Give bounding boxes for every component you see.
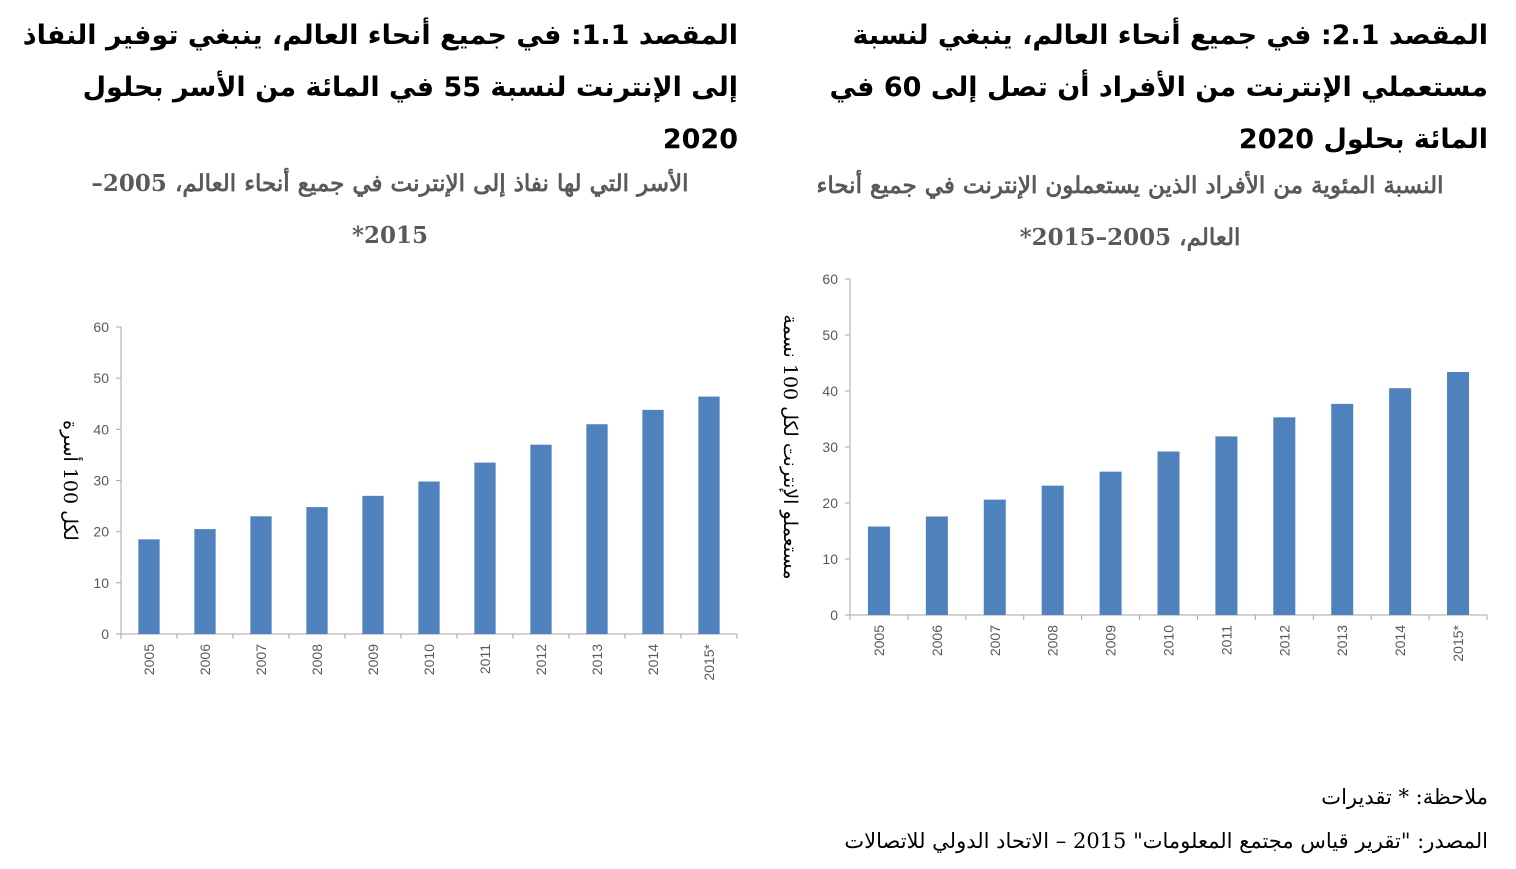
bar-2006 <box>194 529 216 634</box>
target-heading-1-1: المقصد 1.1: في جميع أنحاء العالم، ينبغي … <box>22 20 738 155</box>
bar-2013 <box>1331 403 1354 615</box>
x-tick-label: 2008 <box>1045 625 1061 656</box>
x-tick-label: 2005 <box>871 625 887 656</box>
y-axis-title: مستعملو الإنترنت لكل 100 نسمة <box>779 314 801 579</box>
households-internet-chart: 0 10 20 30 40 50 60 2005 2006 2007 2008 2009 2010 201… <box>59 319 738 681</box>
bar-2005 <box>867 526 890 615</box>
y-tick-label: 20 <box>822 495 838 511</box>
x-tick-label: 2009 <box>365 644 381 675</box>
x-tick-label: 2010 <box>421 644 437 675</box>
y-tick-label: 60 <box>93 319 109 335</box>
x-tick-label: 2007 <box>253 644 269 675</box>
bar-2012 <box>530 444 552 634</box>
x-tick-label: 2007 <box>987 625 1003 656</box>
x-tick-label: 2010 <box>1161 625 1177 656</box>
y-axis-title: لكل 100 أسرة <box>59 420 84 541</box>
y-tick-label: 60 <box>822 271 838 287</box>
x-tick-label: 2011 <box>477 644 493 674</box>
y-tick-label: 30 <box>93 473 109 489</box>
bar-2010 <box>418 481 440 634</box>
x-tick-label: 2011 <box>1218 625 1234 655</box>
bar-2015 <box>1447 371 1470 615</box>
bar-2005 <box>138 539 160 634</box>
x-tick-label: 2014 <box>645 644 661 675</box>
bar-2010 <box>1157 451 1180 615</box>
bar-2012 <box>1273 417 1296 615</box>
y-tick-label: 10 <box>822 551 838 567</box>
footnote-estimates: ملاحظة: * تقديرات <box>1321 785 1488 809</box>
bar-2009 <box>362 495 384 634</box>
x-tick-label: 2012 <box>533 644 549 675</box>
bar-2009 <box>1099 471 1122 615</box>
y-tick-label: 30 <box>822 439 838 455</box>
bar-2011 <box>474 462 496 634</box>
x-tick-label: 2015* <box>701 643 717 680</box>
x-tick-label: 2008 <box>309 644 325 675</box>
y-tick-label: 0 <box>830 607 838 623</box>
bar-2013 <box>586 424 608 634</box>
x-tick-label: 2009 <box>1103 625 1119 656</box>
households-chart-title: الأسر التي لها نفاذ إلى الإنترنت في جميع… <box>91 170 689 249</box>
bar-2006 <box>925 516 948 615</box>
bar-2007 <box>983 499 1006 615</box>
individuals-chart-title: النسبة المئوية من الأفراد الذين يستعملون… <box>816 172 1444 251</box>
bar-2008 <box>1041 485 1064 615</box>
individuals-internet-chart: 0 10 20 30 40 50 60 2005 2006 2007 2008 2009 2010 201… <box>779 271 1488 662</box>
target-heading-2-1: المقصد 2.1: في جميع أنحاء العالم، ينبغي … <box>829 20 1488 155</box>
bar-2011 <box>1215 436 1238 615</box>
x-tick-label: 2014 <box>1392 625 1408 656</box>
x-tick-label: 2013 <box>589 644 605 675</box>
source-citation: المصدر: "تقرير قياس مجتمع المعلومات" 201… <box>844 829 1488 853</box>
x-tick-label: 2005 <box>141 644 157 675</box>
y-tick-label: 40 <box>822 383 838 399</box>
y-tick-label: 10 <box>93 575 109 591</box>
y-tick-label: 50 <box>822 327 838 343</box>
y-tick-label: 40 <box>93 421 109 437</box>
y-tick-label: 20 <box>93 524 109 540</box>
x-tick-label: 2012 <box>1276 625 1292 656</box>
bar-2014 <box>1389 388 1412 615</box>
bar-2007 <box>250 516 272 634</box>
x-tick-label: 2006 <box>929 625 945 656</box>
bar-2008 <box>306 507 328 634</box>
right-panel: المقصد 2.1: في جميع أنحاء العالم، ينبغي … <box>760 0 1516 869</box>
bar-2015 <box>698 396 720 634</box>
x-tick-label: 2006 <box>197 644 213 675</box>
x-tick-label: 2013 <box>1334 625 1350 656</box>
x-tick-label: 2015* <box>1450 624 1466 661</box>
y-tick-label: 0 <box>101 626 109 642</box>
left-panel: المقصد 1.1: في جميع أنحاء العالم، ينبغي … <box>22 20 738 681</box>
bar-2014 <box>642 409 664 634</box>
y-tick-label: 50 <box>93 370 109 386</box>
